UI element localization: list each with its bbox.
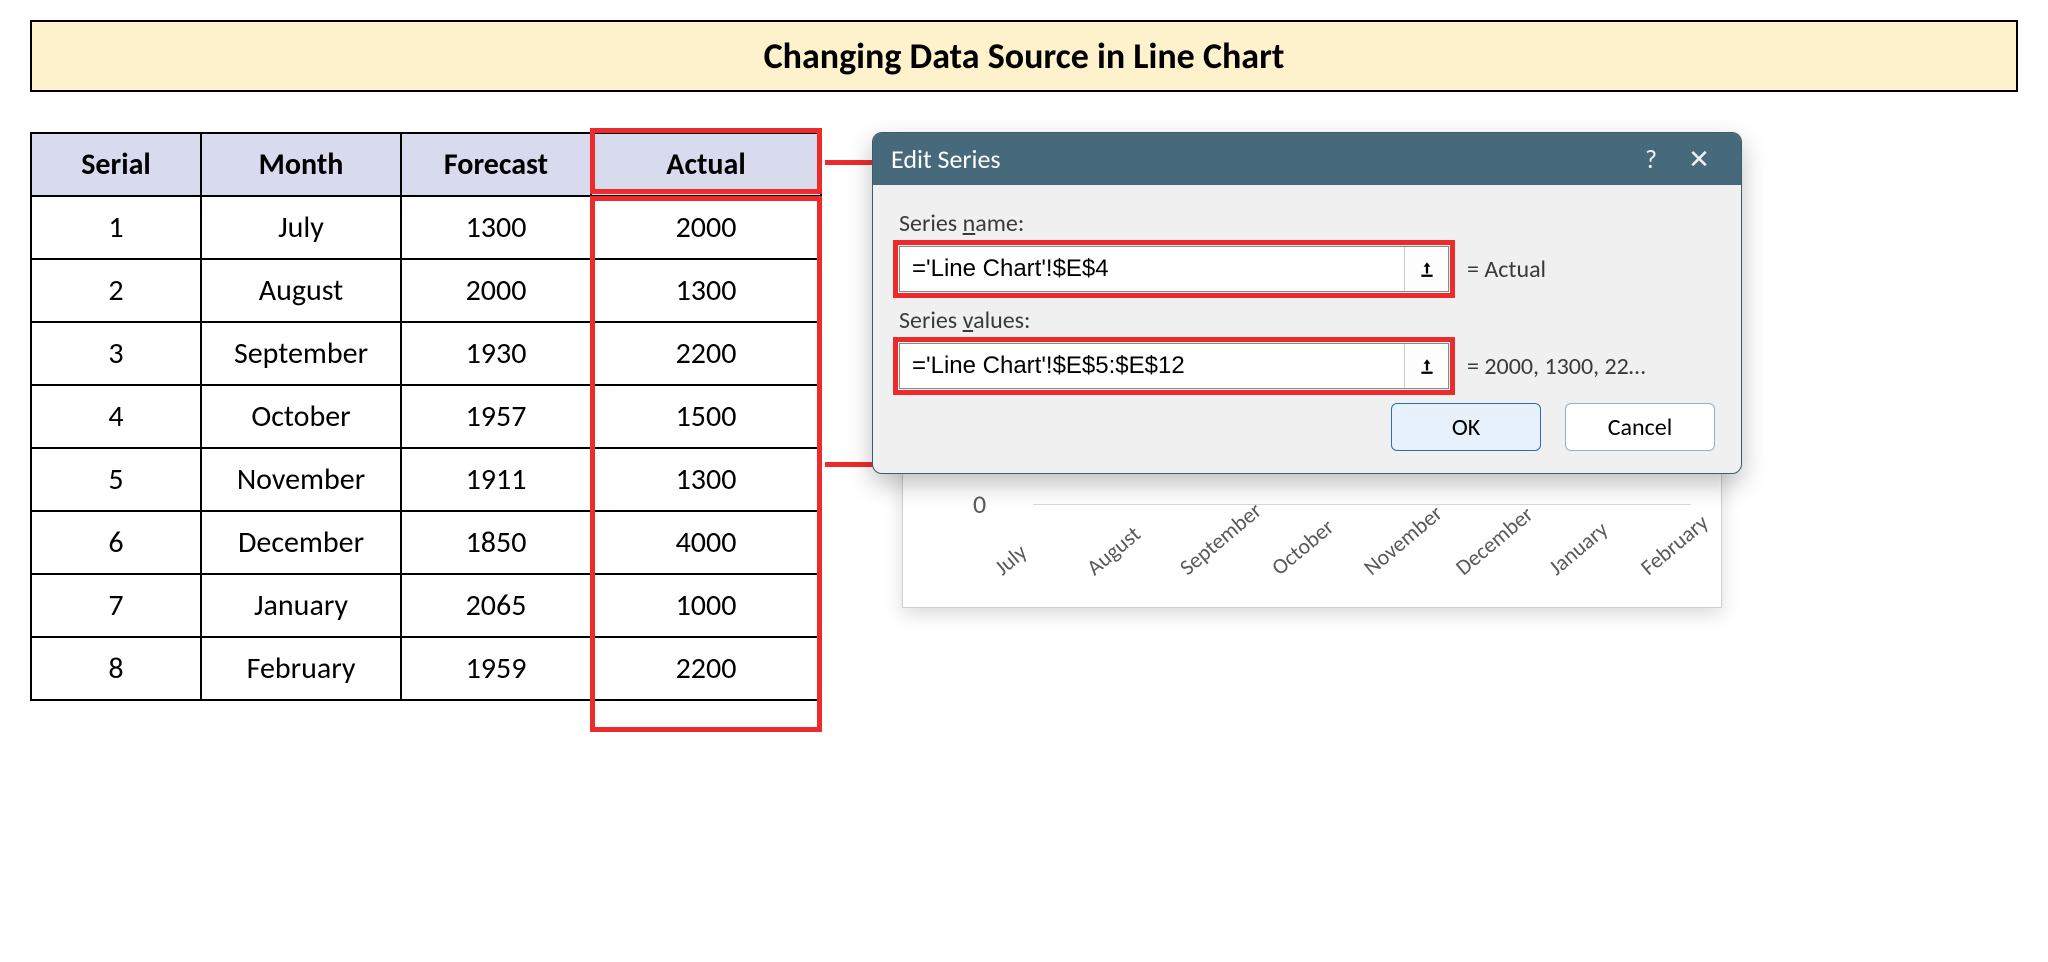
cell-forecast[interactable]: 1911 [401,448,591,511]
cell-actual[interactable]: 1500 [591,385,821,448]
dialog-button-row: OK Cancel [899,403,1715,451]
cell-serial[interactable]: 8 [31,637,201,700]
cell-serial[interactable]: 7 [31,574,201,637]
chart-panel[interactable]: 0 JulyAugustSeptemberOctoberNovemberDece… [902,462,1722,608]
right-stack: Edit Series ? ✕ Series name: [872,132,1772,474]
series-name-input[interactable] [900,255,1404,283]
cell-actual[interactable]: 2000 [591,196,821,259]
x-label: September [1174,521,1237,580]
cell-forecast[interactable]: 1959 [401,637,591,700]
series-name-refbox [899,246,1449,292]
cell-forecast[interactable]: 1930 [401,322,591,385]
table-row: 3September19302200 [31,322,821,385]
page-title: Changing Data Source in Line Chart [764,34,1285,78]
cell-month[interactable]: February [201,637,401,700]
cell-actual[interactable]: 2200 [591,322,821,385]
table-row: 2August20001300 [31,259,821,322]
cell-serial[interactable]: 3 [31,322,201,385]
x-label: November [1358,521,1421,580]
table-header-row: Serial Month Forecast Actual [31,133,821,196]
dialog-title: Edit Series [891,143,1001,175]
range-picker-icon[interactable] [1404,247,1448,291]
cell-actual[interactable]: 2200 [591,637,821,700]
series-values-refbox [899,343,1449,389]
col-header-actual[interactable]: Actual [591,133,821,196]
close-icon[interactable]: ✕ [1675,143,1723,175]
col-header-forecast[interactable]: Forecast [401,133,591,196]
x-label: October [1266,521,1329,580]
series-name-row: = Actual [899,246,1715,292]
cancel-button[interactable]: Cancel [1565,403,1715,451]
series-name-label: Series name: [899,209,1715,238]
x-axis-labels: JulyAugustSeptemberOctoberNovemberDecemb… [943,530,1711,587]
cell-actual[interactable]: 1300 [591,259,821,322]
cell-forecast[interactable]: 1957 [401,385,591,448]
axis-baseline [1033,504,1691,505]
cell-month[interactable]: January [201,574,401,637]
cell-month[interactable]: September [201,322,401,385]
cell-month[interactable]: July [201,196,401,259]
series-values-row: = 2000, 1300, 22… [899,343,1715,389]
cell-month[interactable]: August [201,259,401,322]
cell-forecast[interactable]: 1300 [401,196,591,259]
cell-serial[interactable]: 1 [31,196,201,259]
table-row: 4October19571500 [31,385,821,448]
cell-month[interactable]: November [201,448,401,511]
edit-series-dialog: Edit Series ? ✕ Series name: [872,132,1742,474]
series-values-label: Series values: [899,306,1715,335]
content-area: Serial Month Forecast Actual 1July130020… [30,132,2018,701]
cell-serial[interactable]: 6 [31,511,201,574]
x-label: February [1635,521,1698,580]
data-table-wrap: Serial Month Forecast Actual 1July130020… [30,132,822,701]
ok-button[interactable]: OK [1391,403,1541,451]
cell-forecast[interactable]: 2000 [401,259,591,322]
series-values-resolved: = 2000, 1300, 22… [1467,352,1645,381]
series-values-input[interactable] [900,352,1404,380]
x-label: December [1450,521,1513,580]
cell-forecast[interactable]: 1850 [401,511,591,574]
cell-serial[interactable]: 5 [31,448,201,511]
cell-actual[interactable]: 1000 [591,574,821,637]
cell-month[interactable]: December [201,511,401,574]
cell-forecast[interactable]: 2065 [401,574,591,637]
table-row: 8February19592200 [31,637,821,700]
series-name-resolved: = Actual [1467,255,1546,284]
col-header-month[interactable]: Month [201,133,401,196]
table-row: 7January20651000 [31,574,821,637]
table-row: 6December18504000 [31,511,821,574]
help-icon[interactable]: ? [1627,143,1675,175]
dialog-body: Series name: = Actual Series values: [873,185,1741,473]
page-title-banner: Changing Data Source in Line Chart [30,20,2018,92]
x-label: January [1543,521,1606,580]
x-label: August [1081,521,1144,580]
range-picker-icon[interactable] [1404,344,1448,388]
cell-month[interactable]: October [201,385,401,448]
data-table: Serial Month Forecast Actual 1July130020… [30,132,822,701]
cell-serial[interactable]: 2 [31,259,201,322]
cell-actual[interactable]: 1300 [591,448,821,511]
table-row: 5November19111300 [31,448,821,511]
cell-serial[interactable]: 4 [31,385,201,448]
cell-actual[interactable]: 4000 [591,511,821,574]
dialog-titlebar[interactable]: Edit Series ? ✕ [873,133,1741,185]
x-label: July [989,521,1052,580]
col-header-serial[interactable]: Serial [31,133,201,196]
table-row: 1July13002000 [31,196,821,259]
